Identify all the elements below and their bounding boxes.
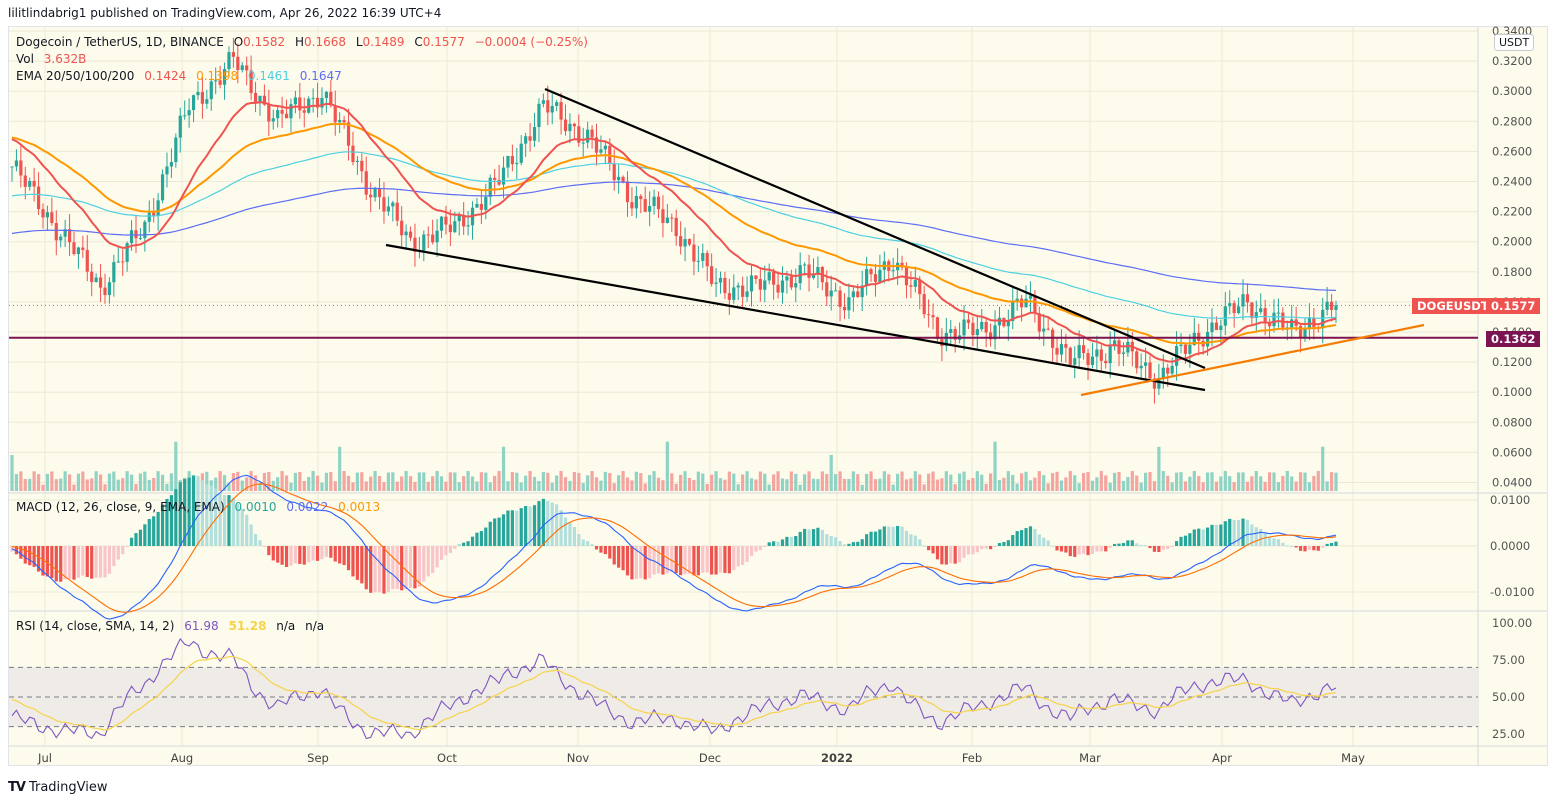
svg-text:-0.0100: -0.0100 (1490, 585, 1534, 599)
svg-text:0.1000: 0.1000 (1492, 385, 1532, 399)
chart-frame (8, 26, 1548, 766)
svg-text:2022: 2022 (821, 751, 853, 765)
svg-text:0.2800: 0.2800 (1492, 114, 1532, 128)
svg-text:Oct: Oct (437, 751, 457, 765)
svg-text:50.00: 50.00 (1492, 690, 1525, 704)
svg-text:Dec: Dec (699, 751, 721, 765)
svg-text:Aug: Aug (171, 751, 193, 765)
svg-text:Feb: Feb (962, 751, 982, 765)
macd-hist-value: 0.0010 (234, 500, 277, 514)
svg-text:May: May (1341, 751, 1365, 765)
close-value: 0.1577 (422, 35, 465, 49)
svg-text:Jul: Jul (37, 751, 52, 765)
rsi-legend: RSI (14, close, SMA, 14, 2) 61.98 51.28 … (16, 619, 325, 633)
low-value: 0.1489 (362, 35, 405, 49)
tradingview-logo-icon: TV (8, 780, 26, 795)
ema20-value: 0.1424 (144, 69, 187, 83)
svg-text:0.2400: 0.2400 (1492, 175, 1532, 189)
svg-text:0.1200: 0.1200 (1492, 355, 1532, 369)
volume-legend: Vol 3.632B (16, 52, 87, 66)
ema-legend: EMA 20/50/100/200 0.1424 0.1398 0.1461 0… (16, 69, 342, 83)
svg-text:25.00: 25.00 (1492, 727, 1525, 741)
publisher-caption: lilitlindabrig1 published on TradingView… (8, 6, 442, 20)
chart-canvas[interactable]: 0.34000.32000.30000.28000.26000.24000.22… (0, 0, 1556, 770)
svg-text:Mar: Mar (1079, 751, 1101, 765)
ema200-value: 0.1647 (299, 69, 342, 83)
svg-text:0.0600: 0.0600 (1492, 445, 1532, 459)
svg-text:0.2600: 0.2600 (1492, 144, 1532, 158)
svg-text:Sep: Sep (307, 751, 329, 765)
macd-signal-value: 0.0013 (338, 500, 381, 514)
high-value: 0.1668 (304, 35, 347, 49)
last-price-tag: 0.1577 (1486, 298, 1541, 314)
level-price-tag: 0.1362 (1486, 331, 1541, 347)
footer-brand[interactable]: TV TradingView (8, 780, 107, 795)
svg-text:0.0800: 0.0800 (1492, 415, 1532, 429)
svg-text:0.2200: 0.2200 (1492, 205, 1532, 219)
change-value: −0.0004 (−0.25%) (474, 35, 588, 49)
svg-text:Nov: Nov (567, 751, 590, 765)
currency-badge[interactable]: USDT (1494, 34, 1535, 51)
volume-value: 3.632B (43, 52, 87, 66)
rsi-sma-value: 51.28 (228, 619, 267, 633)
rsi-value: 61.98 (184, 619, 219, 633)
svg-text:0.3200: 0.3200 (1492, 54, 1532, 68)
symbol-title: Dogecoin / TetherUS, 1D, BINANCE (16, 35, 224, 49)
open-value: 0.1582 (243, 35, 286, 49)
brand-name: TradingView (28, 780, 108, 795)
symbol-price-tag: DOGEUSDT (1412, 298, 1494, 314)
macd-value: 0.0022 (286, 500, 329, 514)
ema100-value: 0.1461 (247, 69, 290, 83)
svg-text:75.00: 75.00 (1492, 653, 1525, 667)
svg-text:Apr: Apr (1212, 751, 1232, 765)
svg-text:0.1800: 0.1800 (1492, 265, 1532, 279)
svg-text:100.00: 100.00 (1492, 616, 1532, 630)
svg-text:0.0000: 0.0000 (1490, 539, 1530, 553)
svg-text:0.3000: 0.3000 (1492, 84, 1532, 98)
svg-text:0.2000: 0.2000 (1492, 235, 1532, 249)
svg-text:0.0400: 0.0400 (1492, 476, 1532, 490)
symbol-legend: Dogecoin / TetherUS, 1D, BINANCE O0.1582… (16, 35, 588, 49)
macd-legend: MACD (12, 26, close, 9, EMA, EMA) 0.0010… (16, 500, 381, 514)
svg-text:0.0100: 0.0100 (1490, 493, 1530, 507)
ema50-value: 0.1398 (196, 69, 239, 83)
